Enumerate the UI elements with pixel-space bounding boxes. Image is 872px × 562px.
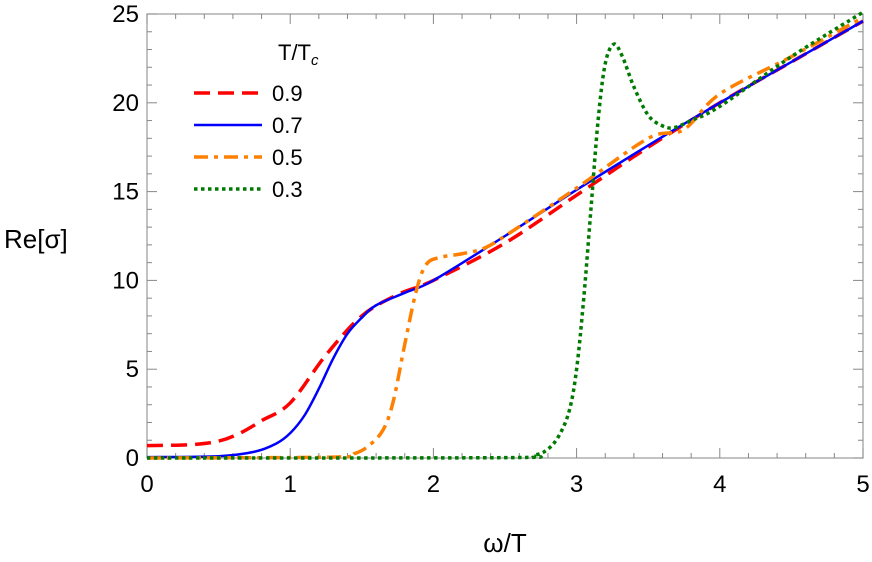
series-line-0.5 (146, 16, 864, 460)
legend-label: 0.5 (272, 145, 303, 170)
y-tick-label: 20 (112, 90, 139, 117)
legend-label: 0.7 (272, 113, 303, 138)
y-tick-label: 15 (112, 179, 139, 206)
legend-label: 0.9 (272, 81, 303, 106)
y-tick-label: 10 (112, 267, 139, 294)
series-line-0.3 (146, 10, 864, 460)
y-tick-label: 0 (126, 445, 139, 472)
x-tick-label: 3 (570, 471, 583, 498)
legend: T/Tc 0.9 0.7 0.5 0.3 (194, 40, 319, 202)
x-tick-labels: 0 1 2 3 4 5 (140, 471, 869, 498)
series-line-0.9 (146, 19, 864, 448)
legend-label: 0.3 (272, 177, 303, 202)
x-axis-label: ω/T (483, 528, 527, 558)
x-tick-label: 5 (856, 471, 869, 498)
y-tick-labels: 0 5 10 15 20 25 (112, 1, 139, 472)
x-tick-label: 2 (427, 471, 440, 498)
legend-title: T/Tc (278, 40, 319, 69)
series-line-0.7 (146, 20, 864, 459)
x-tick-label: 4 (713, 471, 726, 498)
y-tick-label: 5 (126, 356, 139, 383)
y-tick-label: 25 (112, 1, 139, 28)
x-tick-label: 0 (140, 471, 153, 498)
curves (146, 10, 864, 460)
tick-marks (146, 13, 864, 459)
y-axis-label: Re[σ] (4, 224, 68, 254)
x-tick-label: 1 (284, 471, 297, 498)
